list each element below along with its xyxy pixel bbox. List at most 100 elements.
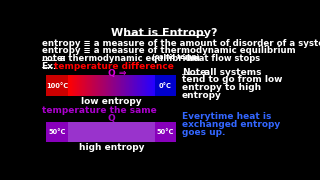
Bar — [75, 75, 76, 96]
Text: temperature difference: temperature difference — [54, 62, 174, 71]
Bar — [86, 75, 87, 96]
Bar — [141, 75, 142, 96]
Text: a thermodynamic equilibrium: a thermodynamic equilibrium — [57, 54, 203, 63]
Text: →heat flow stops: →heat flow stops — [180, 54, 260, 63]
Bar — [116, 75, 117, 96]
Bar — [130, 75, 131, 96]
Bar — [142, 75, 143, 96]
Bar — [135, 75, 136, 96]
Bar — [89, 75, 90, 96]
Bar — [72, 75, 73, 96]
Bar — [96, 75, 97, 96]
Bar — [122, 75, 123, 96]
Bar — [154, 75, 155, 96]
Bar — [106, 75, 107, 96]
Bar — [78, 75, 79, 96]
Bar — [99, 75, 100, 96]
Bar — [123, 75, 124, 96]
Bar — [147, 75, 148, 96]
Bar — [81, 75, 82, 96]
Bar — [146, 75, 147, 96]
Text: goes up.: goes up. — [182, 128, 225, 137]
Bar — [101, 75, 102, 96]
Bar — [117, 75, 118, 96]
Bar — [144, 75, 145, 96]
Bar — [128, 75, 129, 96]
Bar — [145, 75, 146, 96]
Bar — [143, 75, 144, 96]
Bar — [92, 75, 93, 96]
Bar — [127, 75, 128, 96]
Bar — [155, 122, 176, 142]
Bar — [133, 75, 134, 96]
Text: low entropy: low entropy — [81, 97, 142, 106]
Bar — [90, 75, 91, 96]
Bar — [74, 75, 75, 96]
Text: high entropy: high entropy — [78, 143, 144, 152]
Bar — [124, 75, 125, 96]
Bar — [150, 75, 151, 96]
Bar — [111, 75, 112, 96]
Bar — [153, 75, 154, 96]
Bar — [151, 75, 152, 96]
Text: What is Entropy?: What is Entropy? — [111, 28, 217, 38]
Bar — [77, 75, 78, 96]
Bar — [95, 75, 96, 96]
Bar — [73, 75, 74, 96]
Text: tend to go from low: tend to go from low — [182, 75, 282, 84]
Bar — [102, 75, 103, 96]
Bar — [149, 75, 150, 96]
Bar — [100, 75, 101, 96]
Bar — [105, 75, 106, 96]
Bar — [140, 75, 141, 96]
Text: note:: note: — [42, 54, 67, 63]
Bar — [103, 75, 104, 96]
Bar — [131, 75, 132, 96]
Bar — [115, 75, 116, 96]
Text: exchanged entropy: exchanged entropy — [182, 120, 280, 129]
Bar — [84, 75, 85, 96]
Text: temperature the same: temperature the same — [42, 106, 156, 115]
Bar — [97, 75, 98, 96]
Text: 50°C: 50°C — [48, 129, 66, 135]
Text: 50°C: 50°C — [157, 129, 174, 135]
Bar — [110, 75, 111, 96]
Bar — [120, 75, 121, 96]
Bar — [125, 75, 126, 96]
Bar — [79, 75, 80, 96]
Bar — [137, 75, 138, 96]
Text: Everytime heat is: Everytime heat is — [182, 112, 271, 122]
Bar — [70, 75, 71, 96]
Bar — [134, 75, 135, 96]
Bar — [87, 75, 88, 96]
Bar — [139, 75, 140, 96]
Bar — [71, 75, 72, 96]
Bar — [155, 75, 176, 96]
Bar — [82, 75, 83, 96]
Bar — [119, 75, 120, 96]
Bar — [83, 75, 84, 96]
Text: all systems: all systems — [201, 68, 262, 77]
Bar — [148, 75, 149, 96]
Bar — [68, 75, 69, 96]
Bar — [85, 75, 86, 96]
Text: Q: Q — [108, 114, 115, 123]
Bar — [118, 75, 119, 96]
Bar — [46, 122, 68, 142]
Bar — [104, 75, 105, 96]
Bar — [152, 75, 153, 96]
Text: (same temp): (same temp) — [152, 54, 200, 60]
Text: entropy: entropy — [182, 91, 222, 100]
Text: 0°C: 0°C — [159, 82, 172, 89]
Bar — [109, 75, 110, 96]
Bar — [91, 75, 92, 96]
Text: Ex:: Ex: — [42, 62, 57, 71]
Text: entropy ≡ a measure of thermodynamic equilibrium: entropy ≡ a measure of thermodynamic equ… — [42, 46, 295, 55]
Bar — [132, 75, 133, 96]
Text: Note:: Note: — [182, 68, 210, 77]
Bar — [138, 75, 139, 96]
Bar — [80, 75, 81, 96]
Bar — [114, 75, 115, 96]
Bar — [107, 75, 108, 96]
Bar — [113, 75, 114, 96]
